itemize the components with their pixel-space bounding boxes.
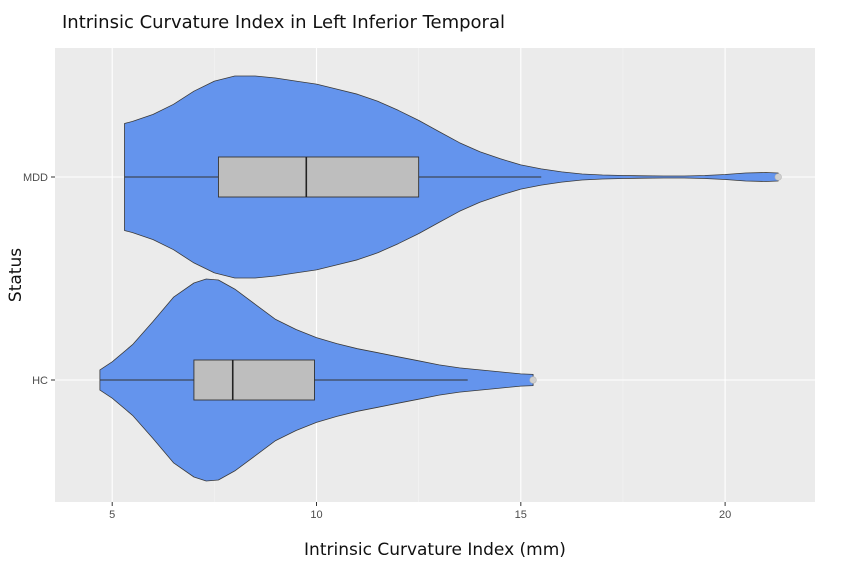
chart-title: Intrinsic Curvature Index in Left Inferi… — [62, 12, 505, 33]
box-mdd — [217, 156, 420, 198]
x-tick-label: 20 — [719, 509, 731, 521]
violin-marks — [99, 75, 782, 482]
outlier-point — [529, 376, 537, 384]
x-axis-title: Intrinsic Curvature Index (mm) — [304, 540, 566, 560]
outlier-point — [774, 173, 782, 181]
box-hc — [193, 359, 315, 401]
axes: 5 10 15 20 MDD HC — [23, 172, 731, 521]
y-axis-title: Status — [6, 248, 26, 302]
y-tick-label: HC — [32, 375, 48, 387]
x-tick-label: 5 — [109, 509, 115, 521]
x-tick-label: 15 — [515, 509, 527, 521]
x-tick-label: 10 — [310, 509, 322, 521]
y-tick-label: MDD — [23, 172, 48, 184]
